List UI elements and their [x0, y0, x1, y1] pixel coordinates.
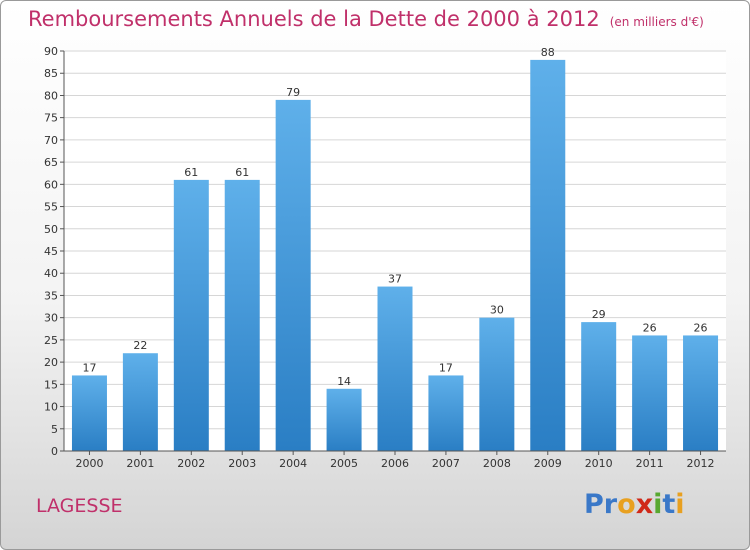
y-tick-label: 60: [44, 178, 58, 191]
axes: 0 5 10 15 20 25 30 35 40 45 50 55 60 65 70 75 80 85 90 2000…: [44, 45, 726, 470]
bar: [428, 375, 464, 451]
bar: [224, 179, 260, 451]
y-tick-label: 50: [44, 223, 58, 236]
logo-letter: o: [617, 489, 636, 520]
logo-letter: P: [584, 489, 604, 520]
y-tick-label: 85: [44, 67, 58, 80]
x-tick-label: 2010: [585, 457, 613, 470]
y-tick-label: 70: [44, 134, 58, 147]
y-tick-label: 40: [44, 267, 58, 280]
y-tick-label: 90: [44, 45, 58, 58]
x-tick-label: 2009: [534, 457, 562, 470]
y-tick-label: 5: [51, 423, 58, 436]
bar: [275, 99, 311, 451]
bar: [377, 286, 413, 451]
x-tick-label: 2008: [483, 457, 511, 470]
logo-letter: i: [653, 489, 663, 520]
y-tick-label: 75: [44, 112, 58, 125]
title-text: Remboursements Annuels de la Dette de 20…: [28, 7, 600, 31]
x-tick-label: 2000: [75, 457, 103, 470]
x-tick-label: 2003: [228, 457, 256, 470]
bar: [122, 353, 158, 451]
bars: 17 22 61 61 79 14 37 17 30 88 29 26 26: [71, 46, 719, 452]
data-label: 17: [439, 361, 453, 374]
y-tick-label: 35: [44, 289, 58, 302]
data-label: 30: [490, 304, 504, 317]
data-label: 37: [388, 273, 402, 286]
y-tick-label: 20: [44, 356, 58, 369]
data-label: 88: [541, 46, 555, 59]
y-tick-label: 55: [44, 201, 58, 214]
bar: [683, 335, 719, 451]
data-label: 26: [694, 321, 708, 334]
bar: [71, 375, 107, 451]
data-label: 61: [235, 166, 249, 179]
data-label: 61: [184, 166, 198, 179]
bar: [530, 59, 566, 452]
chart-title: Remboursements Annuels de la Dette de 20…: [28, 7, 704, 31]
bar: [326, 388, 362, 451]
proxiti-logo: Proxiti: [584, 489, 685, 520]
data-label: 79: [286, 86, 300, 99]
x-tick-label: 2005: [330, 457, 358, 470]
y-tick-label: 10: [44, 401, 58, 414]
y-tick-label: 30: [44, 312, 58, 325]
x-tick-label: 2007: [432, 457, 460, 470]
x-tick-label: 2006: [381, 457, 409, 470]
data-label: 26: [643, 321, 657, 334]
x-tick-label: 2011: [636, 457, 664, 470]
x-tick-label: 2012: [687, 457, 715, 470]
y-tick-label: 80: [44, 89, 58, 102]
x-tick-label: 2001: [126, 457, 154, 470]
y-tick-label: 25: [44, 334, 58, 347]
bar: [581, 322, 617, 451]
data-label: 14: [337, 375, 351, 388]
bar: [479, 317, 515, 451]
bar: [173, 179, 209, 451]
logo-letter: r: [603, 489, 618, 520]
logo-letter: x: [635, 489, 654, 520]
y-tick-label: 0: [51, 445, 58, 458]
x-tick-label: 2002: [177, 457, 205, 470]
logo-letter: t: [662, 489, 676, 520]
y-tick-label: 15: [44, 378, 58, 391]
data-label: 17: [82, 361, 96, 374]
x-tick-label: 2004: [279, 457, 307, 470]
y-tick-label: 45: [44, 245, 58, 258]
chart-subtitle: (en milliers d'€): [609, 15, 704, 29]
y-tick-label: 65: [44, 156, 58, 169]
logo-letter: i: [675, 489, 685, 520]
data-label: 29: [592, 308, 606, 321]
data-label: 22: [133, 339, 147, 352]
commune-name: LAGESSE: [36, 495, 123, 517]
bar: [632, 335, 668, 451]
